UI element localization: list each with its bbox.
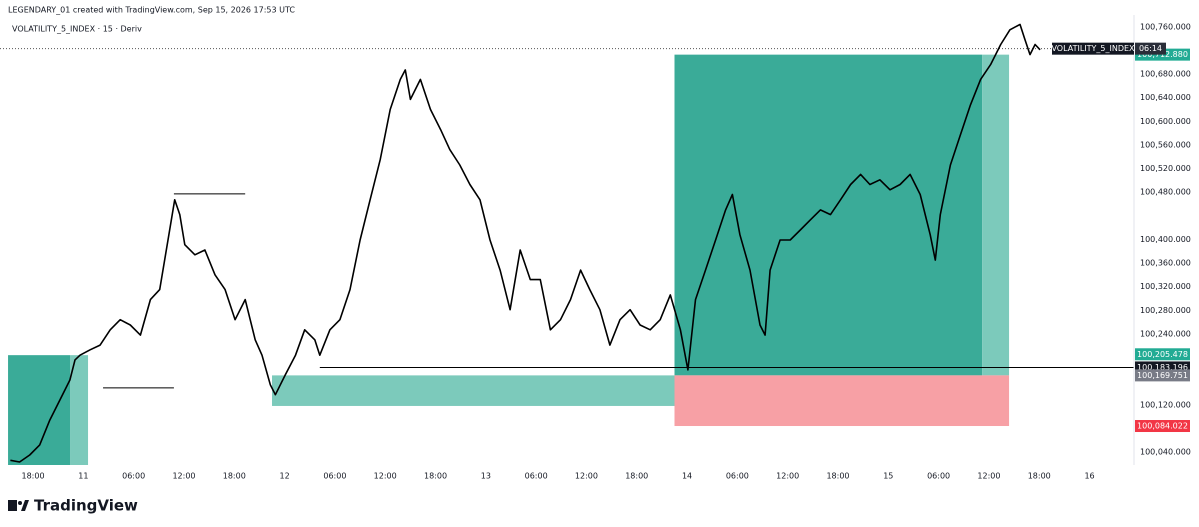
price-label: 100,183.196	[1137, 363, 1188, 372]
x-tick-label: 06:00	[323, 472, 346, 481]
y-tick-label: 100,240.000	[1140, 329, 1191, 338]
price-label: 100,205.478	[1137, 350, 1188, 359]
y-tick-label: 100,040.000	[1140, 448, 1191, 457]
x-tick-label: 18:00	[1028, 472, 1051, 481]
y-tick-label: 100,360.000	[1140, 259, 1191, 268]
y-tick-label: 100,680.000	[1140, 70, 1191, 79]
y-tick-label: 100,120.000	[1140, 400, 1191, 409]
x-tick-label: 12:00	[374, 472, 397, 481]
x-tick-label: 15	[883, 472, 893, 481]
price-label: 100,169.751	[1137, 371, 1188, 380]
logo: TradingView	[8, 497, 138, 515]
logo-text: TradingView	[34, 497, 138, 515]
logo-icon	[18, 501, 22, 505]
x-tick-label: 12:00	[977, 472, 1000, 481]
x-tick-label: 06:00	[525, 472, 548, 481]
x-tick-label: 12:00	[776, 472, 799, 481]
x-tick-label: 16	[1084, 472, 1094, 481]
x-tick-label: 06:00	[726, 472, 749, 481]
position-zone	[8, 355, 71, 465]
x-tick-label: 18:00	[223, 472, 246, 481]
position-zone	[982, 54, 1010, 376]
x-tick-label: 18:00	[424, 472, 447, 481]
x-tick-label: 18:00	[625, 472, 648, 481]
y-tick-label: 100,480.000	[1140, 188, 1191, 197]
x-tick-label: 14	[682, 472, 692, 481]
position-zone	[70, 355, 89, 465]
symbol-tag-box	[1052, 42, 1134, 55]
y-tick-label: 100,280.000	[1140, 306, 1191, 315]
price-label-box	[1135, 420, 1190, 433]
y-tick-label: 100,600.000	[1140, 117, 1191, 126]
x-tick-label: 12:00	[172, 472, 195, 481]
symbol-tag: VOLATILITY_5_INDEX	[1051, 44, 1135, 53]
x-tick-label: 13	[481, 472, 491, 481]
y-tick-label: 100,560.000	[1140, 140, 1191, 149]
x-tick-label: 11	[78, 472, 88, 481]
x-tick-label: 18:00	[826, 472, 849, 481]
x-tick-label: 12	[279, 472, 289, 481]
attribution: LEGENDARY_01 created with TradingView.co…	[8, 6, 295, 15]
countdown-box	[1135, 42, 1166, 55]
price-label-box	[1135, 348, 1190, 361]
x-tick-label: 06:00	[927, 472, 950, 481]
axis-bg	[1134, 0, 1199, 485]
price-line	[10, 23, 1041, 463]
x-tick-label: 18:00	[22, 472, 45, 481]
position-zone	[272, 375, 675, 406]
price-label-box	[1135, 369, 1190, 382]
position-zone	[674, 375, 1010, 427]
x-tick-label: 12:00	[575, 472, 598, 481]
symbol-info: VOLATILITY_5_INDEX · 15 · Deriv	[12, 25, 142, 34]
price-label: 100,084.022	[1137, 422, 1188, 431]
logo-icon	[8, 500, 17, 511]
x-tick-label: 06:00	[122, 472, 145, 481]
countdown: 06:14	[1139, 44, 1162, 53]
y-tick-label: 100,760.000	[1140, 22, 1191, 31]
position-zone	[674, 54, 983, 376]
y-tick-label: 100,320.000	[1140, 282, 1191, 291]
y-tick-label: 100,640.000	[1140, 93, 1191, 102]
y-tick-label: 100,520.000	[1140, 164, 1191, 173]
y-tick-label: 100,400.000	[1140, 235, 1191, 244]
logo-icon	[21, 500, 29, 511]
